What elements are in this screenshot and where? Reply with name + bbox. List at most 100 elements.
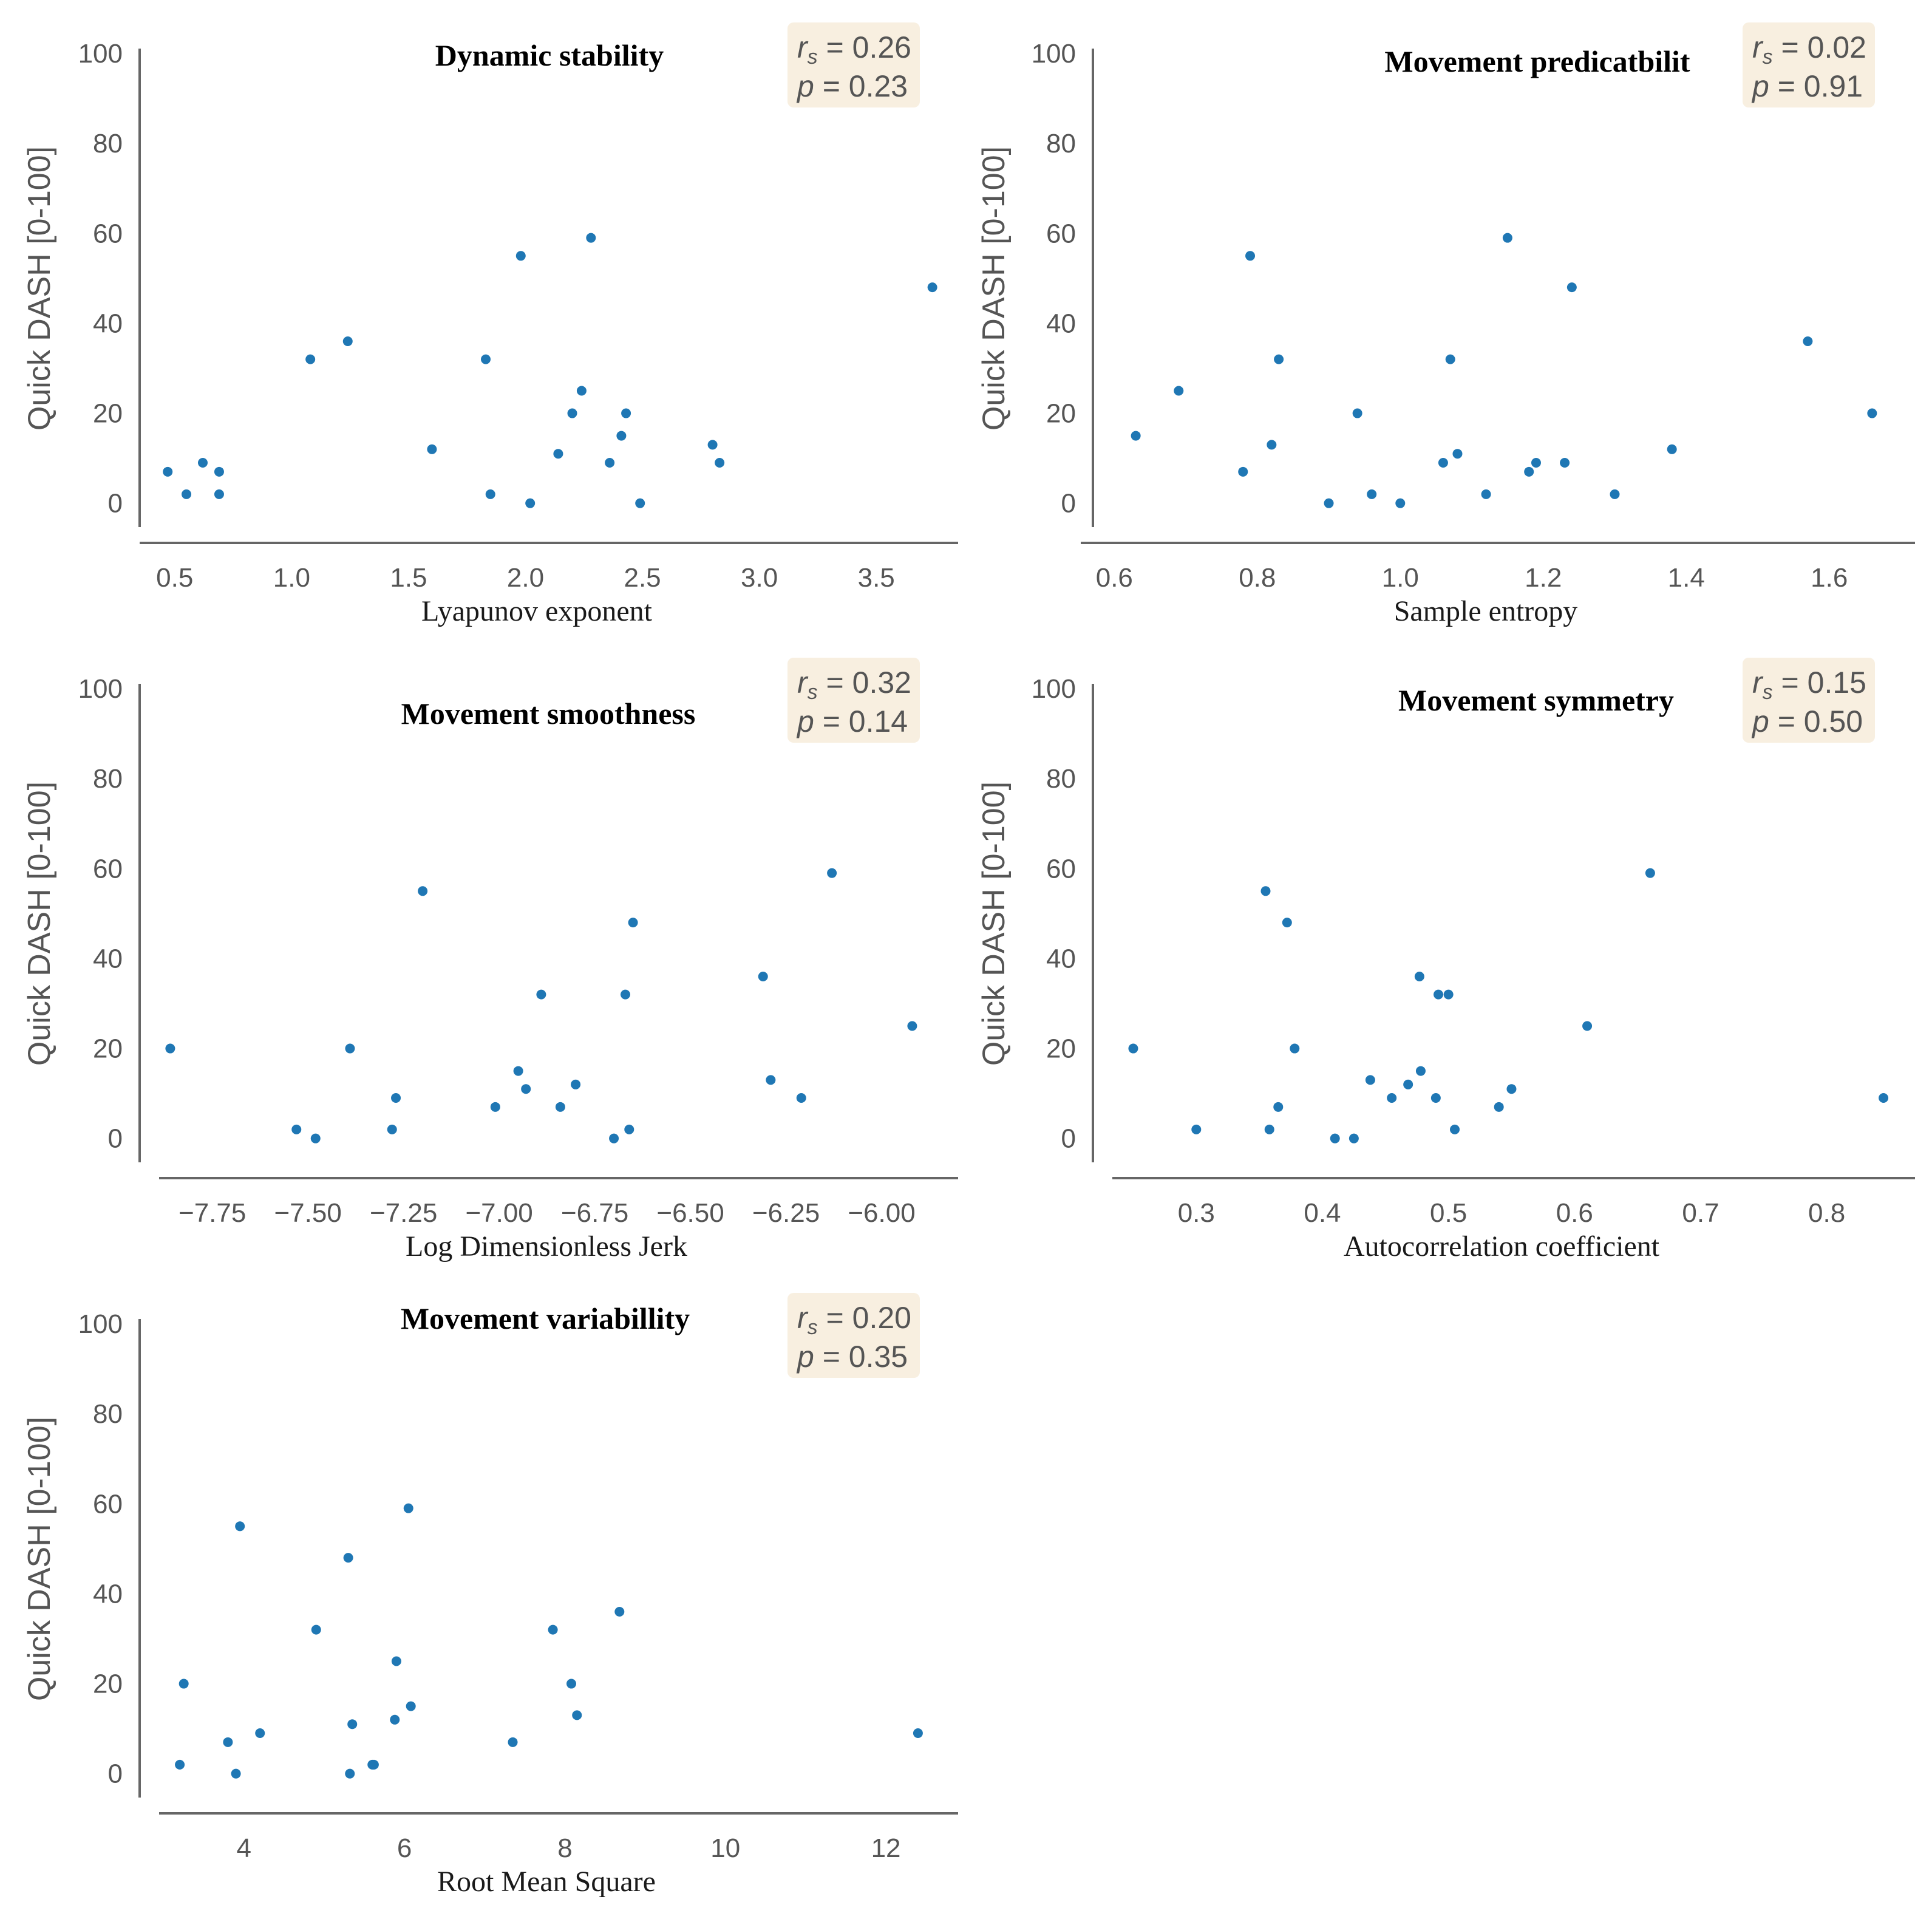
data-point <box>605 458 615 468</box>
data-point <box>1667 444 1677 454</box>
x-axis-label: Sample entropy <box>1394 595 1578 627</box>
stats-box-background <box>1743 658 1875 743</box>
data-point <box>418 886 428 896</box>
data-point <box>1438 458 1448 468</box>
y-tick-label: 0 <box>108 1759 123 1789</box>
x-tick-label: 0.6 <box>1096 563 1133 593</box>
panel-title: Movement predicatbilit <box>1384 44 1690 78</box>
y-tick-label: 40 <box>1046 308 1076 338</box>
panel-title: Dynamic stability <box>435 38 664 72</box>
data-point <box>521 1084 531 1094</box>
data-point <box>403 1503 413 1513</box>
data-point <box>343 1553 353 1563</box>
stats-box: rs = 0.32p = 0.14 <box>787 658 920 743</box>
x-tick-label: 0.5 <box>1430 1198 1467 1228</box>
data-point <box>566 1679 577 1689</box>
x-tick-label: 2.0 <box>507 563 544 593</box>
data-point <box>913 1728 923 1739</box>
x-tick-label: 0.7 <box>1682 1198 1719 1228</box>
scatter-panel-5: 0 20 40 60 80 100 4 6 8 10 12 Quick DASH [0-100] Roo… <box>22 1293 958 1898</box>
data-point <box>1582 1021 1593 1031</box>
data-point <box>345 1043 355 1054</box>
y-tick-label: 100 <box>1032 674 1076 704</box>
data-point <box>1395 498 1406 508</box>
x-tick-label: 0.4 <box>1304 1198 1341 1228</box>
p-value-text: p = 0.23 <box>796 69 908 103</box>
data-point <box>1403 1079 1413 1089</box>
scatter-panel-4: 0 20 40 60 80 100 0.3 0.4 0.5 0.6 0.7 0.8 Quick DASH… <box>976 658 1915 1263</box>
data-point <box>345 1768 355 1779</box>
spearman-r-text: rs = 0.15 <box>1752 666 1866 704</box>
spearman-r-text: rs = 0.26 <box>797 30 911 69</box>
data-point <box>165 1043 175 1054</box>
y-axis-label: Quick DASH [0-100] <box>976 146 1012 431</box>
data-point <box>231 1768 241 1779</box>
data-point <box>1245 251 1256 261</box>
p-value-text: p = 0.50 <box>1751 704 1863 738</box>
y-tick-label: 0 <box>108 489 123 519</box>
data-point <box>369 1759 379 1770</box>
spearman-r-text: rs = 0.32 <box>797 666 911 704</box>
data-point <box>555 1102 565 1112</box>
x-tick-label: 4 <box>237 1833 251 1863</box>
data-point <box>182 489 192 499</box>
data-point <box>1174 386 1184 396</box>
x-tick-label: 0.8 <box>1808 1198 1845 1228</box>
data-point <box>1238 466 1248 477</box>
data-point <box>1415 1066 1426 1076</box>
stats-box-background <box>787 658 920 743</box>
data-point <box>481 354 491 364</box>
data-point <box>796 1093 806 1103</box>
panel-title: Movement variabillity <box>401 1301 690 1335</box>
y-tick-label: 20 <box>93 1669 123 1699</box>
data-point <box>758 972 768 982</box>
data-point <box>621 408 631 418</box>
x-tick-label: 8 <box>557 1833 572 1863</box>
stats-box: rs = 0.02p = 0.91 <box>1743 22 1875 107</box>
x-tick-label: 0.8 <box>1239 563 1276 593</box>
data-point <box>1414 972 1424 982</box>
y-tick-label: 20 <box>1046 1034 1076 1064</box>
data-point <box>1260 886 1271 896</box>
data-point <box>1131 431 1141 441</box>
y-tick-label: 80 <box>93 129 123 158</box>
p-value-text: p = 0.35 <box>796 1340 908 1374</box>
data-point <box>827 868 837 878</box>
data-point <box>387 1124 397 1134</box>
p-value-text: p = 0.14 <box>796 704 908 738</box>
x-tick-label: 12 <box>871 1833 901 1863</box>
data-point <box>620 989 630 1000</box>
y-tick-label: 60 <box>93 854 123 884</box>
data-point <box>1191 1124 1202 1134</box>
y-tick-label: 60 <box>93 1489 123 1519</box>
panel-title: Movement smoothness <box>401 697 696 731</box>
data-point <box>1803 336 1813 347</box>
data-point <box>163 466 173 477</box>
x-tick-label: 6 <box>397 1833 412 1863</box>
x-tick-label: −7.50 <box>274 1198 341 1228</box>
data-point <box>766 1075 776 1085</box>
y-tick-label: 60 <box>93 219 123 248</box>
data-point <box>305 354 316 364</box>
data-point <box>515 251 526 261</box>
x-tick-label: 1.4 <box>1668 563 1705 593</box>
x-tick-label: 2.5 <box>624 563 661 593</box>
stats-box-background <box>787 1293 920 1378</box>
x-tick-label: 0.5 <box>156 563 193 593</box>
data-point <box>175 1759 185 1770</box>
y-tick-label: 80 <box>93 764 123 794</box>
data-point <box>485 489 495 499</box>
x-axis-label: Autocorrelation coefficient <box>1344 1230 1660 1263</box>
data-point <box>310 1133 321 1144</box>
data-point <box>572 1710 582 1720</box>
x-tick-label: 10 <box>710 1833 740 1863</box>
data-point <box>548 1624 558 1635</box>
data-point <box>571 1079 581 1089</box>
x-tick-label: 1.6 <box>1811 563 1848 593</box>
data-point <box>715 458 725 468</box>
data-point <box>513 1066 523 1076</box>
data-point <box>1560 458 1570 468</box>
x-tick-label: 3.5 <box>858 563 895 593</box>
data-point <box>907 1021 917 1031</box>
data-point <box>553 449 563 459</box>
